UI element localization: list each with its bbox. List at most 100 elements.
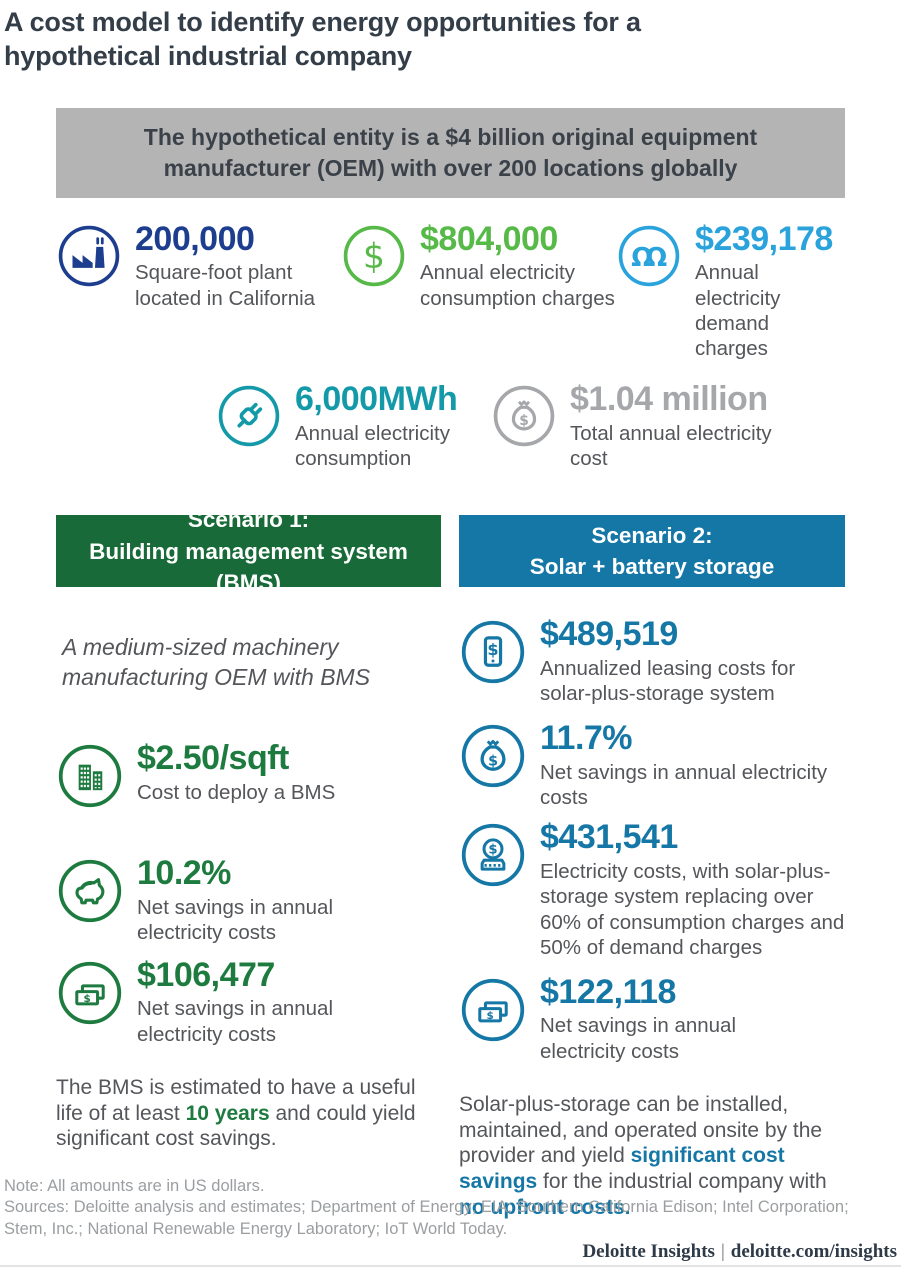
stat-value: $106,477 xyxy=(137,955,275,994)
brand-url-link[interactable]: deloitte.com/insights xyxy=(730,1241,897,1262)
svg-text:$: $ xyxy=(487,640,498,659)
stat-value: $1.04 million xyxy=(570,379,768,418)
buildings-icon xyxy=(58,744,122,808)
dollar-icon: $ xyxy=(343,225,405,286)
money-bag-icon: $ xyxy=(461,724,525,788)
banknotes-icon: $ xyxy=(58,961,122,1024)
note-text: and could yield significant cost savings… xyxy=(56,1101,416,1151)
stat-bms-cost: $2.50/sqft Cost to deploy a BMS xyxy=(56,741,441,810)
note-highlight: no upfront costs. xyxy=(459,1195,631,1219)
people-icon: Ω Ω xyxy=(618,225,680,286)
stat-label: Annual electricity demand charges xyxy=(695,261,781,361)
content-area: The hypothetical entity is a $4 billion … xyxy=(0,107,901,1242)
stat-text: 200,000 Square-foot plant located in Cal… xyxy=(135,219,340,311)
footer-sources: Sources: Deloitte analysis and estimates… xyxy=(4,1198,849,1239)
svg-text:Ω: Ω xyxy=(631,243,653,273)
scenario-2-header: Scenario 2: Solar + battery storage xyxy=(459,515,845,588)
stat-label: Total annual electricity cost xyxy=(570,421,772,470)
footer-note: Note: All amounts are in US dollars. xyxy=(4,1176,265,1195)
stat-annual-consumption: 6,000MWh Annual electricity consumption xyxy=(216,382,491,471)
svg-text:$: $ xyxy=(363,237,385,277)
svg-text:$: $ xyxy=(487,1010,494,1022)
stat-value: $122,118 xyxy=(540,972,676,1011)
stat-text: $1.04 million Total annual electricity c… xyxy=(570,382,775,471)
scenario-2-note: Solar-plus-storage can be installed, mai… xyxy=(459,1092,834,1220)
scenario-1-intro: A medium-sized machinery manufacturing O… xyxy=(62,634,371,691)
note-highlight: significant cost savings xyxy=(459,1144,785,1193)
stat-text: $804,000 Annual electricity consumption … xyxy=(420,219,616,311)
stat-demand-charges: Ω Ω $239,178 Annual electricity demand c… xyxy=(616,219,845,362)
stat-label: Square-foot plant located in California xyxy=(135,261,316,310)
stat-text: $431,541 Electricity costs, with solar-p… xyxy=(540,820,845,960)
stat-leasing-costs: $ $489,519 Annualized leasing costs for … xyxy=(459,617,845,706)
stat-value: $239,178 xyxy=(695,219,833,258)
receipt-icon: $ xyxy=(461,621,525,684)
svg-text:$: $ xyxy=(84,993,91,1005)
stat-bms-savings-percent: 10.2% Net savings in annual electricity … xyxy=(56,856,441,945)
stat-text: 6,000MWh Annual electricity consumption xyxy=(295,382,491,471)
stat-value: 10.2% xyxy=(137,854,231,893)
note-text: Solar-plus-storage can be installed, mai… xyxy=(459,1093,823,1168)
svg-text:$: $ xyxy=(488,843,497,858)
factory-icon xyxy=(58,225,120,286)
entity-stats-row-2: 6,000MWh Annual electricity consumption … xyxy=(216,382,845,471)
scenario-2-header-line1: Scenario 2: xyxy=(591,522,713,548)
stat-label: Net savings in annual electricity costs xyxy=(137,895,334,945)
stat-total-cost: $ $1.04 million Total annual electricity… xyxy=(491,382,845,471)
stat-label: Net savings in annual electricity costs xyxy=(137,997,334,1046)
stat-text: $239,178 Annual electricity demand charg… xyxy=(695,219,845,362)
stat-text: $106,477 Net savings in annual electrici… xyxy=(137,955,342,1047)
stat-label: Net savings in annual electricity costs xyxy=(540,1014,737,1063)
stat-value: $489,519 xyxy=(540,615,678,654)
brand-line: Deloitte Insights | deloitte.com/insights xyxy=(4,1241,897,1263)
footer: Note: All amounts are in US dollars. Sou… xyxy=(4,1176,897,1263)
page-title: A cost model to identify energy opportun… xyxy=(4,7,641,71)
money-bag-icon: $ xyxy=(493,385,555,447)
note-text: The BMS is estimated to have a useful li… xyxy=(56,1076,416,1125)
stat-bms-savings-amount: $ $106,477 Net savings in annual electri… xyxy=(56,955,441,1047)
scenario-2-column: Scenario 2: Solar + battery storage $ $4… xyxy=(459,515,845,1241)
stat-value: 200,000 xyxy=(135,219,255,258)
stat-solar-savings-percent: $ 11.7% Net savings in annual electricit… xyxy=(459,721,845,810)
piggy-bank-icon xyxy=(58,859,122,923)
stat-label: Annual electricity consumption charges xyxy=(420,261,615,310)
stat-solar-savings-amount: $ $122,118 Net savings in annual electri… xyxy=(459,972,845,1064)
plug-icon xyxy=(218,385,280,447)
stat-text: $122,118 Net savings in annual electrici… xyxy=(540,972,745,1064)
brand-deloitte-insights: Deloitte Insights xyxy=(582,1241,715,1262)
scenario-1-header: Scenario 1: Building management system (… xyxy=(56,507,441,595)
stat-value: $431,541 xyxy=(540,818,678,857)
note-highlight: 10 years xyxy=(185,1101,270,1125)
stat-value: 11.7% xyxy=(540,718,633,757)
stat-label: Annual electricity consumption xyxy=(295,421,450,470)
scenario-1-header-line1: Scenario 1: xyxy=(187,507,310,533)
stat-consumption-charges: $ $804,000 Annual electricity consumptio… xyxy=(341,219,616,362)
stat-text: 10.2% Net savings in annual electricity … xyxy=(137,856,342,945)
stat-value: 6,000MWh xyxy=(295,379,458,418)
stat-text: $2.50/sqft Cost to deploy a BMS xyxy=(137,741,335,805)
note-text: for the industrial company with xyxy=(537,1169,827,1193)
brand-separator: | xyxy=(720,1241,725,1262)
entity-stats-row-1: 200,000 Square-foot plant located in Cal… xyxy=(56,219,845,362)
banknotes-icon: $ xyxy=(461,978,525,1041)
scenario-1-column: Scenario 1: Building management system (… xyxy=(56,507,441,1241)
svg-text:$: $ xyxy=(488,753,498,769)
svg-text:$: $ xyxy=(519,413,529,429)
stat-label: Annualized leasing costs for solar-plus-… xyxy=(540,657,796,706)
coin-panel-icon: $ xyxy=(461,824,525,887)
stat-label: Electricity costs, with solar-plus-stora… xyxy=(540,860,845,960)
stat-value: $804,000 xyxy=(420,219,558,258)
stat-value: $2.50/sqft xyxy=(137,739,289,778)
scenarios: Scenario 1: Building management system (… xyxy=(56,507,845,1241)
svg-text:Ω: Ω xyxy=(645,243,667,273)
stat-text: $489,519 Annualized leasing costs for so… xyxy=(540,617,845,706)
stat-solar-electricity-costs: $ $431,541 Electricity costs, with solar… xyxy=(459,820,845,960)
stat-plant-size: 200,000 Square-foot plant located in Cal… xyxy=(56,219,341,362)
scenario-2-header-line2: Solar + battery storage xyxy=(529,554,775,580)
stat-label: Cost to deploy a BMS xyxy=(137,780,336,804)
stat-label: Net savings in annual electricity costs xyxy=(540,760,828,809)
entity-banner: The hypothetical entity is a $4 billion … xyxy=(56,107,845,198)
scenario-1-note: The BMS is estimated to have a useful li… xyxy=(56,1075,431,1152)
scenario-1-header-line2: Building management system (BMS) xyxy=(89,538,408,596)
stat-text: 11.7% Net savings in annual electricity … xyxy=(540,721,845,810)
